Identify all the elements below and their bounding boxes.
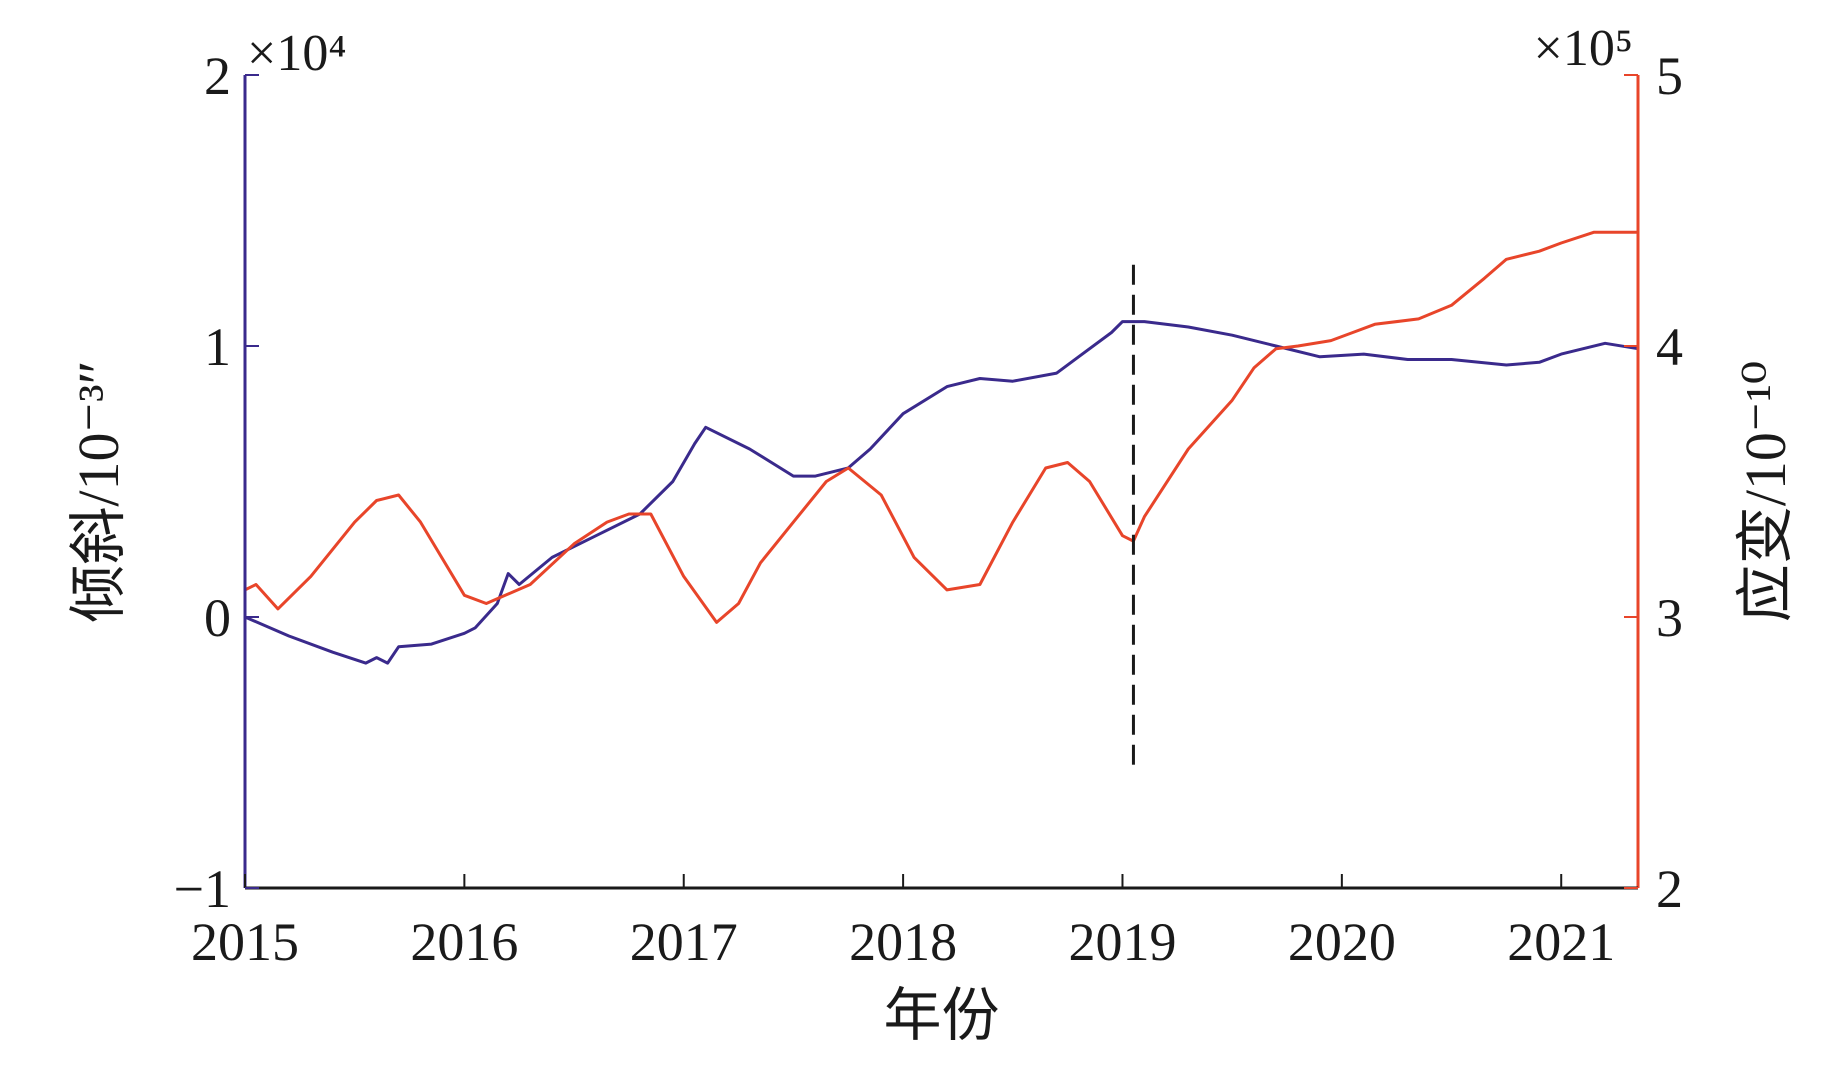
x-tick-label: 2020 xyxy=(1288,912,1396,972)
left-axis-exponent: ×10⁴ xyxy=(247,25,346,82)
axes-layer xyxy=(243,74,1640,890)
left-y-axis-title: 倾斜/10⁻³″ xyxy=(66,360,131,622)
left-y-tick-label: 2 xyxy=(204,46,231,106)
x-tick-label: 2018 xyxy=(849,912,957,972)
right-y-tick-label: 2 xyxy=(1656,859,1683,919)
x-tick-label: 2016 xyxy=(410,912,518,972)
x-tick-label: 2019 xyxy=(1068,912,1176,972)
labels-layer: 2015 2016 2017 2018 2019 2020 2021 −1 0 1 2 2 3 4 5 ×10… xyxy=(66,20,1798,1048)
left-y-tick-label: 0 xyxy=(204,588,231,648)
right-y-tick-label: 5 xyxy=(1656,46,1683,106)
x-axis-title: 年份 xyxy=(883,983,999,1048)
tilt-series-line xyxy=(243,320,1640,665)
left-y-tick-label: −1 xyxy=(174,859,231,919)
right-y-axis-title: 应变/10⁻¹⁰ xyxy=(1733,361,1798,622)
left-y-tick-label: 1 xyxy=(204,317,231,377)
strain-series-line xyxy=(243,230,1640,624)
x-tick-label: 2017 xyxy=(630,912,738,972)
right-y-tick-label: 3 xyxy=(1656,588,1683,648)
right-axis-exponent: ×10⁵ xyxy=(1534,20,1633,77)
right-y-tick-label: 4 xyxy=(1656,317,1683,377)
x-tick-label: 2021 xyxy=(1507,912,1615,972)
series-layer xyxy=(243,230,1640,767)
x-tick-label: 2015 xyxy=(191,912,299,972)
